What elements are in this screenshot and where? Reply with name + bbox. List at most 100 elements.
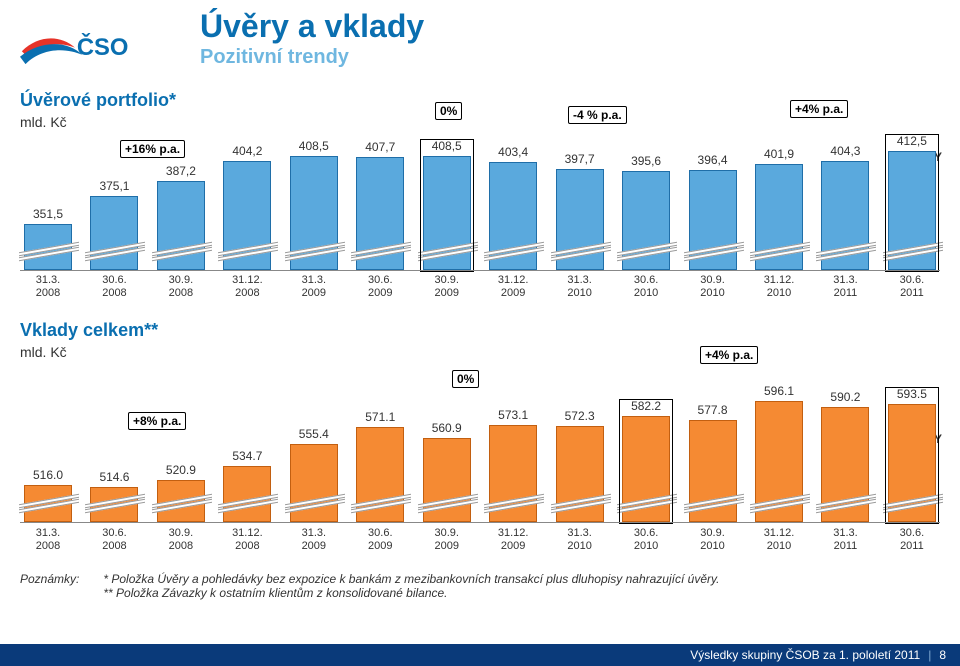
axis-break-11	[750, 499, 810, 509]
axis-break-8	[551, 499, 611, 509]
bar-value-4: 555.4	[299, 427, 329, 441]
bar-rect-13	[888, 404, 936, 522]
bar-value-0: 351,5	[33, 207, 63, 221]
x-label-4: 31.3.2009	[286, 274, 342, 300]
axis-break-9	[617, 247, 677, 257]
bar-rect-1	[90, 196, 138, 270]
bar-4: 408,5	[286, 139, 342, 270]
bar-rect-11	[755, 164, 803, 270]
x-label-1: 30.6.2008	[86, 274, 142, 300]
bar-value-12: 590.2	[830, 390, 860, 404]
axis-break-3	[218, 247, 278, 257]
yoy-highlight-13	[885, 134, 939, 272]
svg-text:ČSOB: ČSOB	[77, 33, 130, 61]
bar-value-2: 387,2	[166, 164, 196, 178]
axis-break-1	[85, 499, 145, 509]
bar-rect-2	[157, 181, 205, 270]
x-label-2: 30.9.2008	[153, 527, 209, 553]
bar-rect-8	[556, 169, 604, 270]
axis-break-2	[152, 499, 212, 509]
chart2-title-text: Vklady celkem**	[20, 320, 158, 340]
axis-break-10	[684, 499, 744, 509]
x-label-9: 30.6.2010	[618, 274, 674, 300]
bar-value-6: 560.9	[432, 421, 462, 435]
x-label-12: 31.3.2011	[817, 527, 873, 553]
chart1-title-text: Úvěrové portfolio*	[20, 90, 176, 110]
axis-break-1	[85, 247, 145, 257]
x-label-13: 30.6.2011	[884, 274, 940, 300]
bar-value-1: 514.6	[99, 470, 129, 484]
bar-value-11: 401,9	[764, 147, 794, 161]
bar-0: 516.0	[20, 468, 76, 522]
bar-value-3: 534.7	[232, 449, 262, 463]
anno-pos4-1: +4% p.a.	[790, 100, 848, 118]
x-label-0: 31.3.2008	[20, 527, 76, 553]
bar-9: 582.2	[618, 399, 674, 522]
x-label-1: 30.6.2008	[86, 527, 142, 553]
loans-bar-chart: +16% p.a. 0% -4 % p.a. +4% p.a. +4% Y/Y …	[20, 110, 940, 270]
axis-break-4	[285, 499, 345, 509]
bar-rect-4	[290, 444, 338, 522]
bar-13: 593.5	[884, 387, 940, 522]
x-label-7: 31.12.2009	[485, 274, 541, 300]
bar-1: 514.6	[86, 470, 142, 522]
anno-zero-1: 0%	[435, 102, 462, 120]
page-title: Úvěry a vklady	[200, 8, 424, 45]
bar-value-5: 571.1	[365, 410, 395, 424]
bar-rect-8	[556, 426, 604, 522]
x-label-0: 31.3.2008	[20, 274, 76, 300]
axis-break-0	[19, 247, 79, 257]
x-label-8: 31.3.2010	[552, 527, 608, 553]
axis-break-4	[285, 247, 345, 257]
axis-break-10	[684, 247, 744, 257]
bar-1: 375,1	[86, 179, 142, 270]
bar-rect-13	[888, 151, 936, 270]
bar-4: 555.4	[286, 427, 342, 522]
bar-rect-3	[223, 466, 271, 522]
bar-value-8: 572.3	[565, 409, 595, 423]
axis-break-7	[484, 499, 544, 509]
yoy-highlight-6	[420, 139, 474, 272]
bar-5: 407,7	[352, 140, 408, 270]
bar-rect-12	[821, 161, 869, 270]
x-label-10: 30.9.2010	[685, 274, 741, 300]
bar-rect-6	[423, 156, 471, 270]
bar-value-5: 407,7	[365, 140, 395, 154]
bar-rect-12	[821, 407, 869, 522]
bar-2: 387,2	[153, 164, 209, 270]
x-label-11: 31.12.2010	[751, 527, 807, 553]
notes-line1: * Položka Úvěry a pohledávky bez expozic…	[103, 572, 719, 586]
bar-7: 403,4	[485, 145, 541, 270]
bar-5: 571.1	[352, 410, 408, 522]
bar-value-4: 408,5	[299, 139, 329, 153]
x-label-10: 30.9.2010	[685, 527, 741, 553]
axis-break-5	[351, 499, 411, 509]
bar-value-9: 395,6	[631, 154, 661, 168]
bar-value-8: 397,7	[565, 152, 595, 166]
bar-rect-2	[157, 480, 205, 522]
bar-11: 401,9	[751, 147, 807, 270]
footnotes: Poznámky: * Položka Úvěry a pohledávky b…	[20, 572, 940, 600]
x-label-3: 31.12.2008	[219, 274, 275, 300]
x-label-11: 31.12.2010	[751, 274, 807, 300]
bar-rect-6	[423, 438, 471, 522]
x-label-13: 30.6.2011	[884, 527, 940, 553]
axis-break-2	[152, 247, 212, 257]
axis-break-7	[484, 247, 544, 257]
bar-8: 572.3	[552, 409, 608, 522]
axis-break-3	[218, 499, 278, 509]
bar-6: 408,5	[419, 139, 475, 270]
x-label-12: 31.3.2011	[817, 274, 873, 300]
bar-10: 396,4	[685, 153, 741, 270]
x-label-4: 31.3.2009	[286, 527, 342, 553]
bar-rect-10	[689, 420, 737, 522]
x-label-6: 30.9.2009	[419, 527, 475, 553]
bar-rect-1	[90, 487, 138, 522]
axis-break-0	[19, 499, 79, 509]
x-label-5: 30.6.2009	[352, 274, 408, 300]
bar-rect-0	[24, 485, 72, 522]
bar-6: 560.9	[419, 421, 475, 522]
x-label-8: 31.3.2010	[552, 274, 608, 300]
bar-11: 596.1	[751, 384, 807, 522]
anno-neg4: -4 % p.a.	[568, 106, 627, 124]
